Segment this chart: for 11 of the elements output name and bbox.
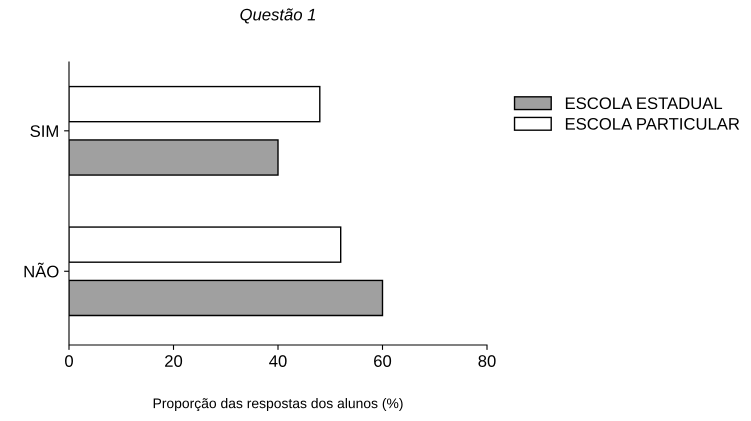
x-tick-label: 0 <box>65 355 73 367</box>
x-tick-label: 20 <box>165 355 182 367</box>
y-tick-label: SIM <box>30 125 58 138</box>
x-axis-title: Proporção das respostas dos alunos (%) <box>154 398 403 412</box>
y-tick-label: NÃO <box>24 262 58 278</box>
x-tick-label: 40 <box>269 355 287 367</box>
chart-title: Questão 1 <box>240 8 316 24</box>
x-tick-label: 60 <box>374 355 392 367</box>
x-tick-label: 80 <box>478 355 496 367</box>
legend-label: ESCOLA PARTICULAR <box>566 118 740 130</box>
legend-label: ESCOLA ESTADUAL <box>566 97 722 110</box>
